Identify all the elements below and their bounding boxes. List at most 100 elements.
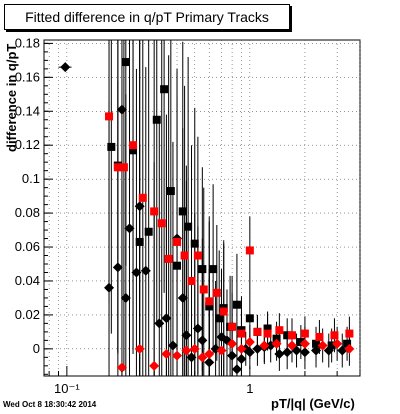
data-point-diamond [231, 364, 242, 375]
data-point-square [178, 207, 187, 216]
data-point-square [205, 302, 214, 311]
data-point-diamond [149, 360, 160, 371]
data-point-diamond [287, 340, 298, 351]
data-point-square [105, 112, 114, 121]
data-point-square [263, 324, 272, 333]
data-point-square [173, 261, 182, 270]
y-tick-label: 0.16 [15, 69, 40, 84]
data-point-square [345, 329, 354, 338]
data-point-diamond [204, 348, 215, 359]
data-point-diamond [104, 282, 115, 293]
data-point-diamond [134, 343, 145, 354]
y-tick-label: 0.08 [15, 205, 40, 220]
data-point-square [113, 163, 122, 172]
data-point-square [232, 300, 241, 309]
data-point-diamond [282, 347, 293, 358]
data-point-diamond [154, 318, 165, 329]
data-point-diamond [140, 265, 151, 276]
data-point-square [138, 193, 147, 202]
y-tick-label: 0.06 [15, 239, 40, 254]
data-point-square [296, 338, 305, 347]
y-tick-label: 0.18 [15, 35, 40, 50]
tick-labels: 0 0.02 0.04 0.06 0.08 0.1 0.12 0.14 0.16 0.18 10⁻¹… [15, 35, 254, 396]
data-point-square [180, 251, 189, 260]
data-point-diamond [167, 340, 178, 351]
data-point-diamond [161, 313, 172, 324]
data-point-square [272, 334, 281, 343]
x-tick-label: 1 [246, 381, 253, 396]
y-tick-label: 0.14 [15, 103, 40, 118]
y-tick-label: 0.12 [15, 137, 40, 152]
data-point-square [245, 314, 254, 323]
data-point-diamond [227, 350, 238, 361]
data-point-square [184, 222, 193, 231]
data-point-square [173, 237, 182, 246]
data-point-diamond [189, 343, 200, 354]
data-point-diamond [259, 340, 270, 351]
data-point-square [119, 163, 128, 172]
data-point-square [150, 207, 159, 216]
data-point-square [245, 246, 254, 255]
data-point-square [190, 239, 199, 248]
data-point-square [327, 341, 336, 350]
data-point-diamond [120, 292, 131, 303]
data-point-square [215, 314, 224, 323]
data-point-square [121, 58, 130, 67]
data-point-square [312, 339, 321, 348]
data-point-square [263, 329, 272, 338]
data-markers [60, 58, 355, 375]
data-point-square [253, 327, 262, 336]
data-point-diamond [216, 345, 227, 356]
data-point-square [152, 115, 161, 124]
data-point-diamond [181, 345, 192, 356]
data-point-diamond [131, 267, 142, 278]
data-point-square [343, 339, 352, 348]
x-axis-label: pT/|q| (GeV/c) [271, 396, 355, 411]
y-tick-label: 0.04 [15, 273, 40, 288]
data-point-square [164, 254, 173, 263]
data-point-square [237, 329, 246, 338]
data-point-square [193, 251, 202, 260]
data-point-square [288, 331, 297, 340]
data-point-square [199, 285, 208, 294]
data-point-diamond [177, 292, 188, 303]
data-point-diamond [124, 223, 135, 234]
data-point-square [212, 288, 221, 297]
data-point-diamond [204, 357, 215, 368]
data-point-square [135, 237, 144, 246]
data-point-square [129, 141, 138, 150]
data-point-diamond [274, 348, 285, 359]
y-tick-label: 0.1 [22, 171, 40, 186]
data-point-diamond [116, 104, 127, 115]
data-point-square [283, 331, 292, 340]
data-point-square [187, 276, 196, 285]
data-point-diamond [112, 262, 123, 273]
data-point-square [330, 331, 339, 340]
data-point-square [300, 329, 309, 338]
data-point-square [107, 142, 116, 151]
data-point-diamond [311, 345, 322, 356]
data-point-diamond [192, 323, 203, 334]
data-point-diamond [60, 62, 71, 73]
data-point-diamond [271, 338, 282, 349]
y-tick-label: 0.02 [15, 307, 40, 322]
data-point-diamond [197, 335, 208, 346]
data-point-diamond [197, 352, 208, 363]
x-tick-label: 10⁻¹ [54, 381, 80, 396]
data-point-diamond [299, 338, 310, 349]
data-point-square [205, 297, 214, 306]
data-point-diamond [244, 347, 255, 358]
data-point-diamond [299, 347, 310, 358]
chart-title: Fitted difference in q/pT Primary Tracks [4, 4, 290, 30]
data-point-square [166, 187, 175, 196]
data-point-square [315, 332, 324, 341]
timestamp: Wed Oct 8 18:30:42 2014 [3, 400, 97, 409]
axis-ticks [44, 42, 361, 376]
data-point-diamond [161, 348, 172, 359]
data-point-square [144, 227, 153, 236]
data-point-square [160, 85, 169, 94]
y-axis-label: difference in q/pT [4, 43, 19, 152]
data-point-square [228, 322, 237, 331]
data-point-square [219, 307, 228, 316]
